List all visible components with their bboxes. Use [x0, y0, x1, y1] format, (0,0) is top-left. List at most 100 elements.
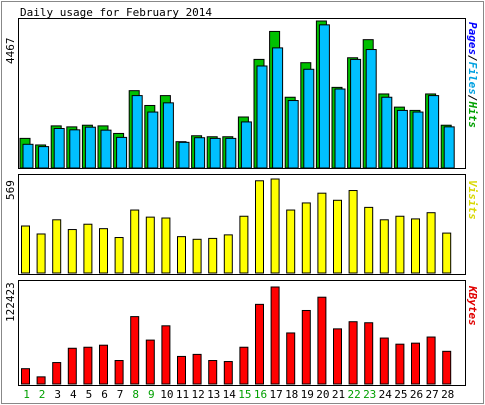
x-tick-label: 23 — [363, 388, 376, 401]
x-tick-label: 12 — [191, 388, 204, 401]
x-tick-label: 26 — [410, 388, 423, 401]
visits-bar — [364, 206, 374, 274]
x-tick-label: 22 — [347, 388, 360, 401]
kbytes-ymax-label: 122423 — [4, 282, 17, 322]
files-bar — [412, 111, 424, 169]
x-tick-label: 13 — [207, 388, 220, 401]
visits-bar — [223, 234, 233, 274]
visits-bar — [36, 233, 46, 274]
files-bar — [225, 137, 237, 169]
legend-sep-1: / — [466, 55, 479, 62]
visits-bar — [442, 232, 452, 274]
visits-bar — [114, 237, 124, 274]
x-tick-label: 6 — [101, 388, 108, 401]
kbytes-bar — [364, 322, 374, 385]
x-tick-label: 14 — [223, 388, 237, 401]
files-bar — [334, 88, 346, 169]
kbytes-bar — [145, 339, 155, 385]
files-bar — [209, 137, 221, 169]
legend-files: Files — [466, 62, 479, 95]
x-tick-label: 20 — [316, 388, 329, 401]
x-tick-label: 5 — [86, 388, 93, 401]
kbytes-legend: KBytes — [466, 285, 479, 326]
hits-legend: Pages/Files/Hits — [466, 22, 479, 128]
kbytes-bar — [36, 376, 46, 385]
visits-bar — [99, 228, 108, 274]
x-tick-label: 27 — [425, 388, 438, 401]
visits-bar — [21, 225, 30, 274]
visits-bar — [67, 229, 77, 274]
x-tick-label: 11 — [176, 388, 189, 401]
legend-hits: Hits — [466, 101, 479, 129]
kbytes-bar — [348, 321, 358, 385]
files-bar — [116, 136, 128, 169]
kbytes-bar — [395, 343, 405, 385]
visits-bar — [270, 178, 280, 274]
kbytes-bar — [255, 303, 264, 385]
x-tick-label: 28 — [441, 388, 454, 401]
files-bar — [443, 126, 455, 169]
visits-bar — [379, 219, 389, 274]
kbytes-bar — [192, 353, 202, 385]
visits-bar — [255, 180, 264, 274]
x-tick-label: 10 — [160, 388, 173, 401]
kbytes-bar — [239, 346, 249, 385]
visits-bar — [208, 237, 218, 274]
kbytes-bar — [67, 347, 77, 385]
x-tick-label: 21 — [332, 388, 345, 401]
visits-bar — [52, 219, 62, 274]
x-tick-label: 19 — [301, 388, 314, 401]
kbytes-bar — [130, 316, 140, 385]
visits-bar — [333, 199, 342, 274]
files-bar — [194, 137, 206, 169]
x-tick-label: 2 — [39, 388, 46, 401]
x-tick-label: 16 — [254, 388, 267, 401]
kbytes-bar — [317, 296, 327, 385]
visits-bar — [177, 236, 186, 274]
hits-bars-group — [19, 20, 455, 169]
kbytes-bar — [161, 325, 171, 385]
hits-ymax-label: 4467 — [4, 38, 17, 65]
x-tick-label: 8 — [132, 388, 139, 401]
visits-bar — [348, 190, 358, 274]
files-bar — [84, 126, 96, 169]
kbytes-bar — [301, 309, 311, 385]
kbytes-bar — [333, 328, 342, 385]
kbytes-bar — [379, 337, 389, 385]
visits-bar — [317, 192, 327, 274]
kbytes-bar — [223, 361, 233, 385]
kbytes-bar — [411, 342, 420, 385]
files-bar — [303, 68, 315, 169]
files-bar — [365, 49, 377, 169]
visits-bar — [286, 209, 296, 274]
files-bar — [38, 146, 50, 169]
visits-bar — [301, 202, 311, 274]
visits-bar — [161, 217, 171, 274]
files-bar — [131, 95, 143, 169]
visits-bar — [395, 215, 405, 274]
x-tick-label: 24 — [379, 388, 393, 401]
files-bar — [428, 95, 440, 169]
visits-bar — [426, 212, 436, 274]
visits-bar — [83, 223, 93, 274]
legend-sep-2: / — [466, 95, 479, 102]
files-bar — [69, 129, 81, 169]
x-axis-labels: 1 2 3 4 5 6 7 8 9 10 11 12 13 14 15 16 17 18 19 20 21 22 23 24 2… — [23, 388, 454, 401]
x-tick-label: 9 — [148, 388, 155, 401]
files-bar — [396, 109, 408, 169]
kbytes-bar — [177, 355, 186, 385]
kbytes-panel-frame — [18, 280, 466, 386]
files-bar — [22, 143, 34, 169]
kbytes-bar — [286, 332, 296, 385]
x-tick-label: 25 — [394, 388, 407, 401]
x-tick-label: 3 — [54, 388, 61, 401]
files-bar — [318, 24, 330, 169]
kbytes-bar — [99, 344, 108, 385]
files-bar — [287, 100, 299, 169]
visits-panel-frame — [18, 174, 466, 275]
kbytes-bar — [83, 346, 93, 385]
visits-bar — [411, 218, 420, 274]
kbytes-bar — [208, 360, 218, 385]
